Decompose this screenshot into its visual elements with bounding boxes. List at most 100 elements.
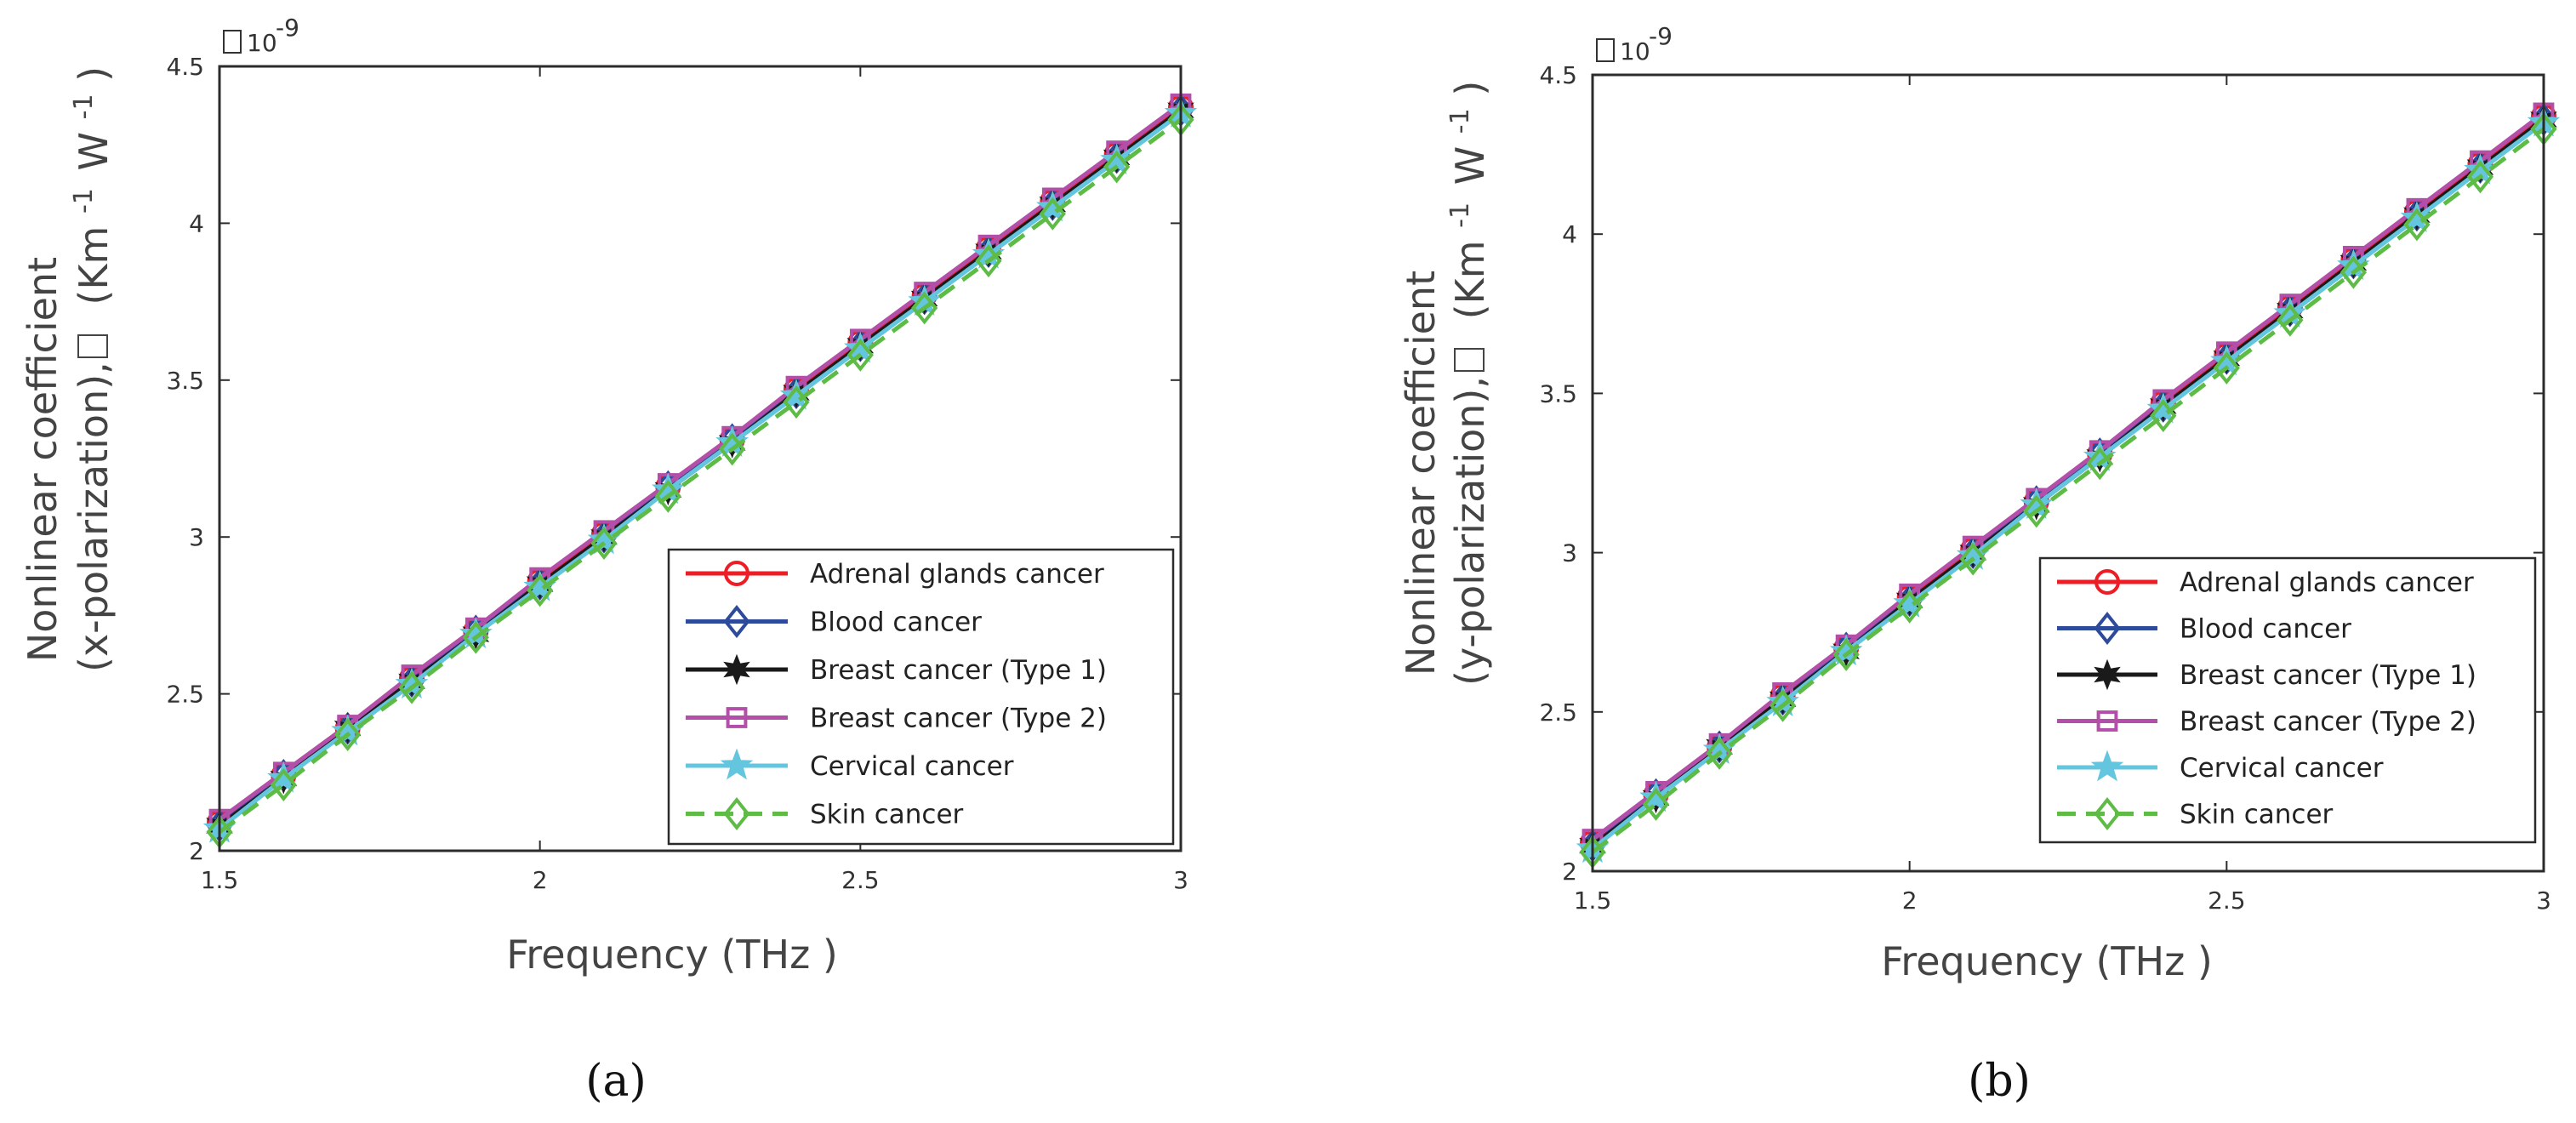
data-point <box>1642 787 1670 821</box>
panel-a-ylabel-2: (x-polarization), (Km -1 W -1 ) <box>69 66 117 672</box>
legend-marker <box>2094 658 2121 691</box>
data-point <box>975 244 1002 278</box>
legend-label: Breast cancer (Type 1) <box>2180 660 2476 691</box>
data-point <box>1036 190 1069 222</box>
x-tick-label: 2.5 <box>2208 886 2246 915</box>
panel-b-legend-box <box>2038 556 2537 844</box>
series-skin-cancer <box>206 103 1194 849</box>
y-tick-label: 2.5 <box>1539 698 1577 727</box>
y-tick-label: 4 <box>1562 220 1577 248</box>
data-point <box>270 768 297 802</box>
data-point <box>2213 351 2240 385</box>
panel-b: 1.5 2 2.5 322.533.544.5 10 -9 Frequency (TH… <box>1398 22 2561 1107</box>
y-tick-label: 2 <box>189 837 204 865</box>
x-tick-label: 2.5 <box>841 866 880 894</box>
y-tick-label: 4.5 <box>166 53 204 81</box>
legend-label: Adrenal glands cancer <box>2180 567 2474 598</box>
legend-marker <box>2096 710 2118 732</box>
panel-b-ylabel-2: (y-polarization), (Km -1 W -1 ) <box>1432 81 1493 686</box>
legend-marker <box>723 605 750 638</box>
panel-a-exponent-base: 10 <box>247 29 277 57</box>
x-tick-label: 1.5 <box>1574 886 1612 915</box>
legend-marker <box>720 748 754 780</box>
data-point <box>779 378 813 410</box>
series-line-breast-cancer-type-2 <box>1591 111 2545 841</box>
legend-item-breast-cancer-type-2: Breast cancer (Type 2) <box>686 704 1107 734</box>
panel-a-legend: Adrenal glands cancer Blood cancer Breast … <box>686 559 1107 830</box>
data-point <box>2150 399 2177 433</box>
legend-marker <box>723 653 750 686</box>
panel-b-exponent-power: -9 <box>1649 22 1673 50</box>
panel-a-exponent-power: -9 <box>276 14 299 42</box>
data-point <box>2466 160 2494 194</box>
panel-a: 1.5 2 2.5 322.533.544.5 10 -9 Frequency (TH… <box>20 14 1198 1107</box>
panel-b-ticks: 1.5 2 2.5 322.533.544.5 <box>1539 61 2550 915</box>
legend-item-cervical-cancer: Cervical cancer <box>686 748 1014 782</box>
legend-marker <box>2094 612 2121 645</box>
legend-label: Cervical cancer <box>810 751 1014 782</box>
panel-b-ylabel: Nonlinear coefficient <box>1398 271 1444 676</box>
legend-label: Skin cancer <box>2180 800 2334 830</box>
panel-a-caption: (a) <box>585 1056 647 1107</box>
legend-item-cervical-cancer: Cervical cancer <box>2057 750 2384 784</box>
panel-b-xlabel: Frequency (THz ) <box>1881 938 2213 984</box>
panel-b-series-layer <box>1576 102 2561 869</box>
legend-item-blood-cancer: Blood cancer <box>686 605 982 638</box>
data-point <box>2403 208 2431 242</box>
panel-a-series-layer <box>202 93 1198 849</box>
ylabel-glyph-box <box>77 334 108 358</box>
data-point <box>2277 303 2304 337</box>
panel-b-axes-box <box>1591 73 2545 873</box>
data-point <box>2339 255 2367 289</box>
legend-marker <box>723 797 750 830</box>
data-point <box>395 667 429 698</box>
panel-b-exponent-base: 10 <box>1620 37 1650 66</box>
legend-marker <box>2094 569 2120 595</box>
panel-a-legend-box <box>667 548 1175 846</box>
legend-label: Cervical cancer <box>2180 753 2384 784</box>
legend-item-breast-cancer-type-2: Breast cancer (Type 2) <box>2057 707 2476 738</box>
legend-marker <box>2090 750 2124 782</box>
legend-item-adrenal-glands-cancer: Adrenal glands cancer <box>686 559 1104 590</box>
panel-b-exponent: 10 -9 <box>1596 22 1673 66</box>
panel-a-ylabel: Nonlinear coefficient <box>20 257 66 662</box>
panel-b-caption: (b) <box>1968 1056 2031 1107</box>
series-line-skin-cancer <box>1591 127 2545 854</box>
legend-label: Breast cancer (Type 2) <box>810 704 1107 734</box>
y-tick-label: 3.5 <box>1539 379 1577 408</box>
data-point <box>1103 150 1131 184</box>
data-point <box>590 527 618 561</box>
data-point <box>527 573 554 607</box>
y-tick-label: 2.5 <box>166 681 204 709</box>
data-point <box>1039 197 1066 231</box>
data-point <box>1832 637 1860 671</box>
data-point <box>2146 391 2180 424</box>
legend-item-skin-cancer: Skin cancer <box>2057 797 2334 830</box>
legend-label: Breast cancer (Type 2) <box>2180 707 2476 738</box>
x-tick-label: 3 <box>1173 866 1188 894</box>
data-point <box>654 479 681 513</box>
panel-b-ylabel-line2: (y-polarization), (Km -1 W -1 ) <box>1432 81 1493 686</box>
series-line-cervical-cancer <box>218 111 1183 831</box>
legend-label: Blood cancer <box>810 607 982 638</box>
series-line-cervical-cancer <box>1591 121 2545 851</box>
x-tick-label: 2 <box>1902 886 1918 915</box>
x-tick-label: 3 <box>2536 886 2551 915</box>
data-point <box>846 338 874 372</box>
data-point <box>462 620 489 654</box>
data-point <box>783 385 810 419</box>
legend-label: Breast cancer (Type 1) <box>810 655 1107 686</box>
panel-a-ticks: 1.5 2 2.5 322.533.544.5 <box>166 53 1188 894</box>
data-point <box>1770 688 1797 722</box>
series-line-breast-cancer-type-2 <box>218 102 1183 822</box>
series-skin-cancer <box>1579 112 2557 869</box>
legend-item-adrenal-glands-cancer: Adrenal glands cancer <box>2057 567 2474 598</box>
y-tick-label: 3 <box>189 523 204 551</box>
data-point <box>1959 542 1986 576</box>
legend-item-blood-cancer: Blood cancer <box>2057 612 2351 645</box>
legend-label: Blood cancer <box>2180 614 2351 645</box>
data-point <box>1766 685 1799 716</box>
data-point <box>334 718 362 751</box>
panel-a-axes-box <box>218 65 1183 852</box>
